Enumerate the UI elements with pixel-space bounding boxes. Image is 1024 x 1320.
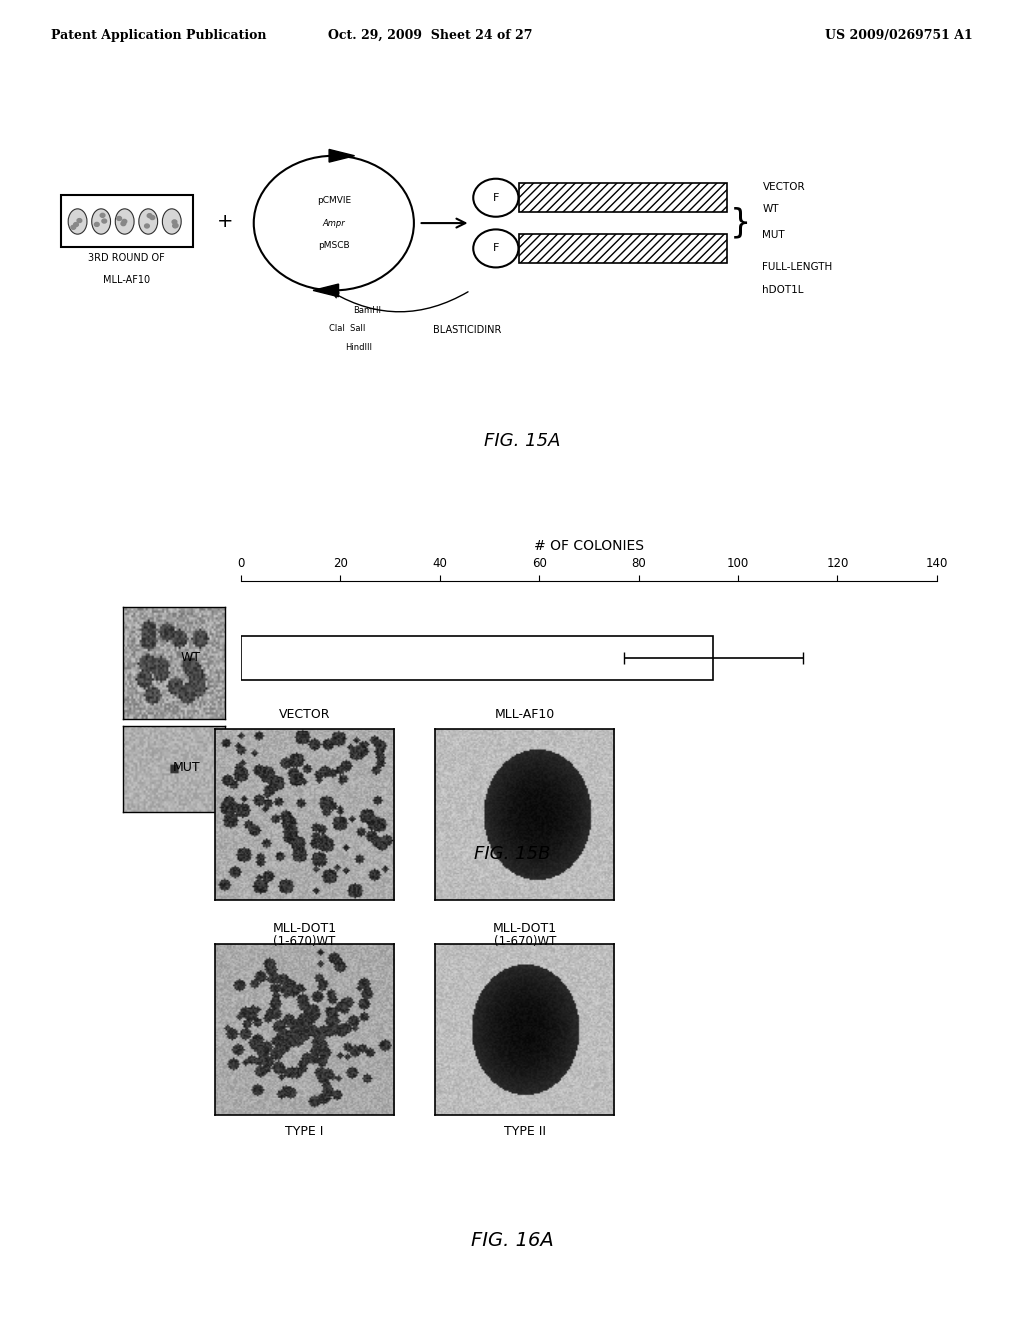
Text: pMSCB: pMSCB — [318, 240, 349, 249]
Text: VECTOR: VECTOR — [763, 182, 805, 193]
Ellipse shape — [116, 209, 134, 234]
Circle shape — [103, 224, 109, 228]
Text: F: F — [493, 243, 499, 253]
Text: ClaI  SalI: ClaI SalI — [329, 325, 366, 334]
Circle shape — [150, 224, 154, 228]
Text: hDOT1L: hDOT1L — [763, 285, 804, 296]
Circle shape — [150, 222, 154, 226]
Text: WT: WT — [180, 651, 201, 664]
Circle shape — [75, 224, 80, 228]
Ellipse shape — [69, 209, 87, 234]
Text: BamHI: BamHI — [352, 306, 381, 315]
Text: +: + — [217, 213, 233, 231]
Bar — [241, 636, 713, 680]
Text: MUT: MUT — [763, 230, 785, 240]
Text: pCMVIE: pCMVIE — [316, 197, 351, 206]
Text: FIG. 15B: FIG. 15B — [474, 845, 550, 863]
Text: FIG. 15A: FIG. 15A — [484, 432, 560, 450]
Text: MLL-AF10: MLL-AF10 — [103, 275, 151, 285]
Text: TYPE I: TYPE I — [286, 1125, 324, 1138]
Text: Patent Application Publication: Patent Application Publication — [51, 29, 266, 42]
Circle shape — [75, 224, 80, 228]
Bar — [241, 746, 265, 789]
Text: (1-670)WT: (1-670)WT — [273, 935, 336, 948]
Bar — [60, 195, 193, 247]
Bar — [519, 183, 727, 213]
Circle shape — [171, 219, 175, 223]
Text: }: } — [729, 206, 751, 240]
Ellipse shape — [92, 209, 111, 234]
Text: BLASTICIDINR: BLASTICIDINR — [433, 325, 501, 335]
Text: Oct. 29, 2009  Sheet 24 of 27: Oct. 29, 2009 Sheet 24 of 27 — [328, 29, 532, 42]
Circle shape — [76, 216, 80, 220]
Text: WT: WT — [763, 203, 779, 214]
Text: F: F — [493, 193, 499, 203]
Text: MLL-AF10: MLL-AF10 — [495, 708, 555, 721]
Circle shape — [167, 222, 171, 226]
Text: MLL-DOT1: MLL-DOT1 — [272, 921, 337, 935]
Ellipse shape — [139, 209, 158, 234]
Ellipse shape — [163, 209, 181, 234]
Text: MLL-DOT1: MLL-DOT1 — [493, 921, 557, 935]
Text: (1-670)WT: (1-670)WT — [494, 935, 556, 948]
Circle shape — [94, 216, 99, 220]
Text: FIG. 16A: FIG. 16A — [471, 1232, 553, 1250]
Text: US 2009/0269751 A1: US 2009/0269751 A1 — [825, 29, 973, 42]
Bar — [519, 234, 727, 263]
Circle shape — [145, 214, 151, 218]
Text: Ampr: Ampr — [323, 219, 345, 227]
Text: MUT: MUT — [173, 762, 201, 775]
Circle shape — [166, 215, 170, 219]
Circle shape — [126, 220, 131, 224]
Circle shape — [121, 223, 126, 227]
Text: TYPE II: TYPE II — [504, 1125, 546, 1138]
Circle shape — [102, 222, 108, 226]
Text: VECTOR: VECTOR — [279, 708, 331, 721]
X-axis label: # OF COLONIES: # OF COLONIES — [534, 540, 644, 553]
Circle shape — [122, 224, 127, 228]
Polygon shape — [329, 149, 354, 162]
Text: 3RD ROUND OF: 3RD ROUND OF — [88, 253, 165, 263]
Text: HindIII: HindIII — [345, 343, 372, 351]
Polygon shape — [313, 284, 339, 297]
Text: FULL-LENGTH: FULL-LENGTH — [763, 261, 833, 272]
